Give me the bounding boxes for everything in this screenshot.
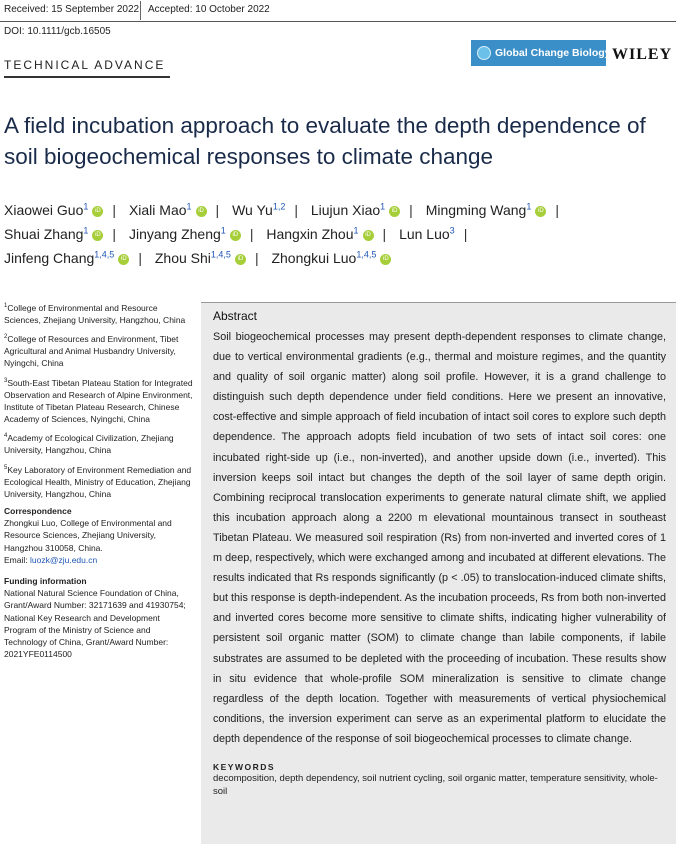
orcid-icon[interactable]: iD bbox=[380, 253, 392, 265]
author[interactable]: Xiaowei Guo1 iD bbox=[4, 202, 104, 218]
abstract-heading: Abstract bbox=[213, 309, 258, 323]
abstract-text: Soil biogeochemical processes may presen… bbox=[213, 331, 666, 745]
section-label: TECHNICAL ADVANCE bbox=[4, 58, 166, 72]
author[interactable]: Mingming Wang1 iD bbox=[426, 202, 547, 218]
affiliation: 1College of Environmental and Resource S… bbox=[4, 302, 186, 326]
affiliation: 5Key Laboratory of Environment Remediati… bbox=[4, 464, 192, 499]
orcid-icon[interactable]: iD bbox=[92, 229, 104, 241]
article-title: A field incubation approach to evaluate … bbox=[4, 113, 646, 169]
orcid-icon[interactable]: iD bbox=[234, 253, 246, 265]
publisher-logo[interactable]: WILEY bbox=[612, 46, 673, 63]
author[interactable]: Zhou Shi1,4,5 iD bbox=[155, 250, 246, 266]
affiliations-column: 1College of Environmental and Resource S… bbox=[4, 300, 194, 660]
journal-name: Global Change Biology bbox=[495, 47, 611, 59]
orcid-icon[interactable]: iD bbox=[229, 229, 241, 241]
author-list: Xiaowei Guo1 iD | Xiali Mao1 iD | Wu Yu1,2 | … bbox=[4, 198, 676, 270]
author[interactable]: Jinyang Zheng1 iD bbox=[129, 226, 241, 242]
orcid-icon[interactable]: iD bbox=[92, 205, 104, 217]
funding-text: National Natural Science Foundation of C… bbox=[4, 588, 186, 660]
funding-heading: Funding information bbox=[4, 576, 87, 586]
orcid-icon[interactable]: iD bbox=[362, 229, 374, 241]
affiliation: 3South-East Tibetan Plateau Station for … bbox=[4, 377, 193, 425]
orcid-icon[interactable]: iD bbox=[118, 253, 130, 265]
section-divider bbox=[4, 76, 170, 78]
author-line: Xiaowei Guo1 iD | Xiali Mao1 iD | Wu Yu1,2 | … bbox=[4, 201, 559, 218]
keywords-heading: KEYWORDS bbox=[213, 761, 276, 772]
correspondence-email: Email: luozk@zju.edu.cn bbox=[4, 554, 98, 565]
abstract-box: Abstract Soil biogeochemical processes m… bbox=[201, 302, 676, 844]
email-link[interactable]: luozk@zju.edu.cn bbox=[30, 554, 98, 565]
orcid-icon[interactable]: iD bbox=[389, 205, 401, 217]
author[interactable]: Shuai Zhang1 iD bbox=[4, 226, 104, 242]
journal-logo[interactable]: Global Change Biology bbox=[471, 40, 611, 66]
author[interactable]: Hangxin Zhou1 iD bbox=[266, 226, 374, 242]
header-divider bbox=[140, 1, 141, 20]
orcid-icon[interactable]: iD bbox=[535, 205, 547, 217]
author-line: Shuai Zhang1 iD | Jinyang Zheng1 iD | Hangxi… bbox=[4, 225, 468, 242]
doi[interactable]: DOI: 10.1111/gcb.16505 bbox=[4, 26, 111, 37]
author[interactable]: Xiali Mao1 iD bbox=[129, 202, 207, 218]
globe-icon bbox=[477, 46, 491, 60]
correspondence-text: Zhongkui Luo, College of Environmental a… bbox=[4, 518, 172, 553]
affiliation: 2College of Resources and Environment, T… bbox=[4, 334, 179, 369]
header-bar: Received: 15 September 2022 Accepted: 10… bbox=[0, 0, 676, 22]
accepted-date: Accepted: 10 October 2022 bbox=[148, 4, 270, 15]
author[interactable]: Liujun Xiao1 iD bbox=[311, 202, 401, 218]
correspondence-heading: Correspondence bbox=[4, 505, 72, 516]
received-date: Received: 15 September 2022 bbox=[4, 4, 140, 15]
affiliation: 4Academy of Ecological Civilization, Zhe… bbox=[4, 433, 174, 456]
author-line: Jinfeng Chang1,4,5 iD | Zhou Shi1,4,5 iD | Z… bbox=[4, 246, 676, 270]
author[interactable]: Jinfeng Chang1,4,5 iD bbox=[4, 250, 130, 266]
keywords-text: decomposition, depth dependency, soil nu… bbox=[213, 772, 658, 797]
orcid-icon[interactable]: iD bbox=[195, 205, 207, 217]
author[interactable]: Wu Yu1,2 bbox=[232, 201, 286, 218]
author[interactable]: Lun Luo3 bbox=[399, 225, 455, 242]
author[interactable]: Zhongkui Luo1,4,5 iD bbox=[271, 250, 392, 266]
